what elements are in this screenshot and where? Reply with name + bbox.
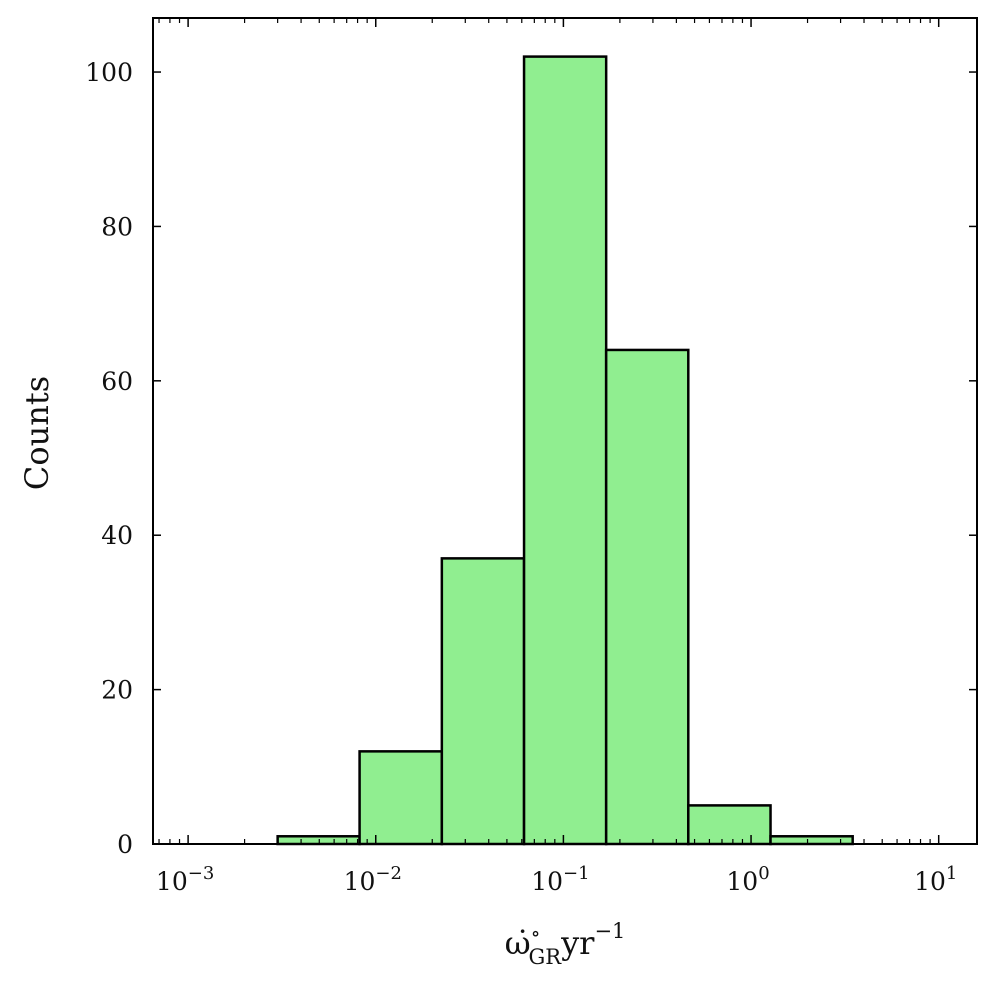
y-tick-label: 0 [117,830,133,859]
x-tick-label: 10−1 [531,863,589,896]
x-tick-label-exponent: 1 [946,863,957,884]
x-axis-label-subscript: GR [528,945,562,969]
x-tick-label-base: 10 [344,867,376,896]
x-tick-label-exponent: 0 [758,863,769,884]
histogram-bar-6 [687,804,772,846]
x-tick-label-base: 10 [156,867,188,896]
y-tick-label: 20 [101,676,133,705]
plot-frame [152,17,978,845]
x-tick-label: 10−3 [156,863,214,896]
y-tick-label: 60 [101,367,133,396]
histogram-bar-4 [522,55,608,846]
x-tick-label-exponent: −1 [563,863,590,884]
x-tick-label-exponent: −2 [375,863,402,884]
histogram-bar-3 [440,557,526,846]
bars-group [276,55,854,846]
x-tick-label: 101 [914,863,957,896]
x-tick-label-base: 10 [726,867,758,896]
y-tick-label: 80 [101,212,133,241]
histogram-bar-5 [604,348,690,846]
x-axis-label-superscript: ∘ [531,921,541,945]
x-axis-label: ω̇∘ GRyr−1 [505,919,626,969]
x-axis-label-unit-exponent: −1 [594,919,625,943]
x-tick-label-base: 10 [531,867,563,896]
x-tick-label: 10−2 [344,863,402,896]
y-tick-label: 100 [85,58,133,87]
x-axis-label-unit: yr [560,924,595,962]
histogram-bar-1 [276,835,361,846]
x-tick-label-base: 10 [914,867,946,896]
y-axis-label: Counts [18,376,56,490]
x-tick-label: 100 [726,863,769,896]
x-axis-label-symbol: ω̇ [505,924,531,962]
y-tick-label: 40 [101,521,133,550]
histogram-bar-2 [358,750,444,846]
x-tick-label-exponent: −3 [188,863,215,884]
